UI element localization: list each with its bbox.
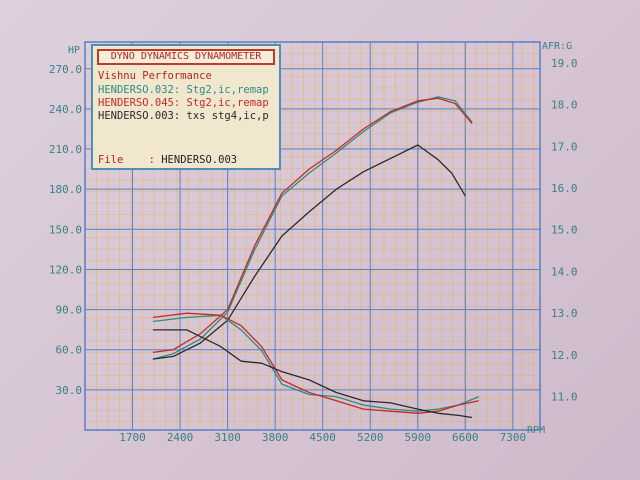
y2-tick-label: 17.0	[551, 140, 578, 153]
y-tick-label: 240.0	[49, 103, 82, 116]
plot-frame	[84, 41, 541, 431]
x-tick-label: 1700	[119, 431, 146, 444]
power-line-0	[152, 96, 473, 360]
y2-tick-label: 14.0	[551, 265, 578, 278]
x-tick-label: 4500	[309, 431, 336, 444]
x-tick-label: 6600	[452, 431, 479, 444]
x-tick-label: 2400	[167, 431, 194, 444]
y2-tick-label: 16.0	[551, 182, 578, 195]
x-tick-label: 3100	[214, 431, 241, 444]
afr-line-4	[152, 312, 480, 414]
y2-tick-label: 18.0	[551, 99, 578, 112]
y2-tick-label: 19.0	[551, 57, 578, 70]
legend-entry-run-032: HENDERSO.032: Stg2,ic,remap	[98, 84, 269, 96]
y-tick-label: 150.0	[49, 223, 82, 236]
y-tick-label: 60.0	[56, 344, 83, 357]
legend-entry-run-045: HENDERSO.045: Stg2,ic,remap	[98, 97, 269, 109]
company-name: Vishnu Performance	[98, 70, 212, 82]
y-tick-labels: 30.0 60.0 90.0 120.0 150.0 180.0 210.0 240.0 270…	[49, 63, 82, 397]
afr-line-5	[152, 329, 473, 419]
y-tick-label: 120.0	[49, 263, 82, 276]
y2-tick-label: 11.0	[551, 391, 578, 404]
x-tick-label: 5200	[357, 431, 384, 444]
file-label: File	[98, 154, 124, 166]
y-tick-label: 180.0	[49, 183, 82, 196]
file-value: HENDERSO.003	[161, 154, 238, 166]
legend-box: DYNO DYNAMICS DYNAMOMETER Vishnu Perform…	[91, 44, 281, 170]
legend-entry-run-003: HENDERSO.003: txs stg4,ic,p	[98, 110, 269, 122]
x-axis-unit: RPM	[527, 425, 545, 436]
y-tick-label: 270.0	[49, 63, 82, 76]
y-tick-label: 30.0	[56, 384, 83, 397]
chart-title: DYNO DYNAMICS DYNAMOMETER	[97, 49, 275, 65]
y2-tick-labels: 11.0 12.0 13.0 14.0 15.0 16.0 17.0 18.0 19.0	[551, 57, 578, 404]
y2-tick-label: 15.0	[551, 224, 578, 237]
x-tick-label: 5900	[405, 431, 432, 444]
file-row: File : HENDERSO.003	[98, 154, 238, 166]
y-tick-label: 210.0	[49, 143, 82, 156]
major-gridlines	[85, 42, 540, 430]
y2-axis-unit: AFR:G	[542, 41, 572, 52]
x-tick-label: 3800	[262, 431, 289, 444]
series-lines	[152, 96, 480, 419]
x-tick-labels: 1700 2400 3100 3800 4500 5200 5900 6600 7300	[119, 431, 526, 444]
power-line-1	[152, 97, 473, 354]
y2-tick-label: 12.0	[551, 349, 578, 362]
x-tick-label: 7300	[500, 431, 527, 444]
y2-tick-label: 13.0	[551, 307, 578, 320]
y-tick-label: 90.0	[56, 304, 83, 317]
y-axis-unit: HP	[68, 45, 80, 56]
